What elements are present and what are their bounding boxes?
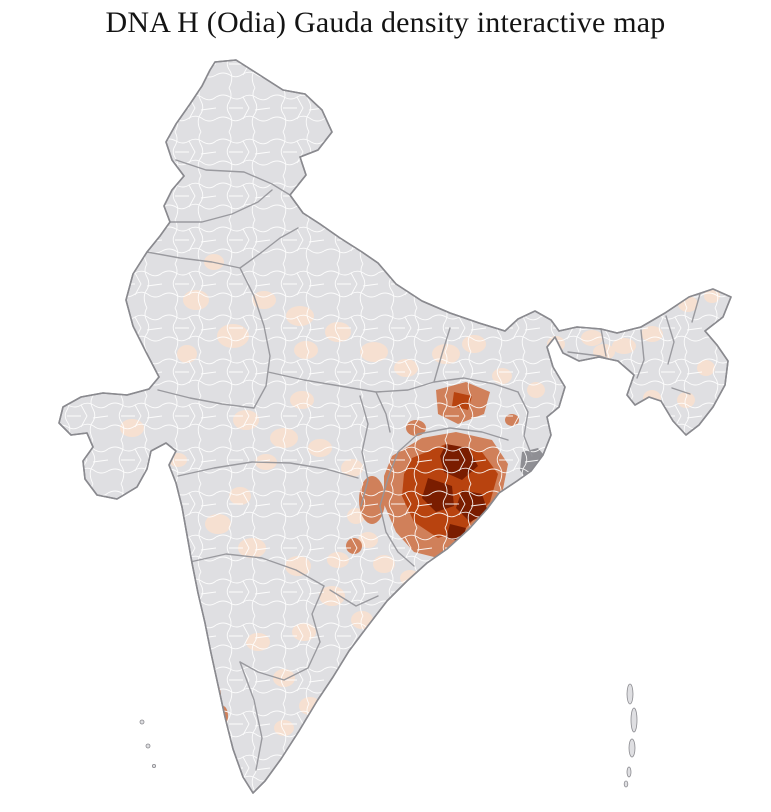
state-border-line [433,377,519,393]
state-border-line [379,433,419,567]
state-border-line [239,661,309,681]
district-borders-mesh [59,60,731,793]
state-border-line [267,371,435,393]
nicobar-island[interactable] [623,780,629,788]
state-border-line [375,391,391,433]
india-outline [58,59,732,794]
state-border-line [671,387,691,395]
state-border-line [175,159,291,196]
state-border-line [307,585,325,669]
state-border-line [239,661,263,771]
district-cluster-medium[interactable] [191,621,201,643]
andaman-island[interactable] [628,738,636,758]
lakshadweep-island[interactable] [151,764,156,769]
state-border-line [157,389,255,409]
lakshadweep-island[interactable] [145,743,151,749]
state-border-line [417,427,509,441]
island-groups [139,683,638,788]
state-border-line [433,327,451,383]
state-border-line [189,553,325,587]
state-border-line [517,391,533,457]
state-border-line [359,395,369,507]
state-border-line [177,461,359,479]
page-title: DNA H (Odia) Gauda density interactive m… [105,6,666,39]
nicobar-island[interactable] [626,766,632,778]
state-border-line [600,328,607,357]
lakshadweep-island[interactable] [139,719,145,725]
state-border-line [169,189,273,223]
andaman-island[interactable] [626,683,634,705]
andaman-island[interactable] [630,707,638,733]
state-border-line [636,329,645,379]
state-border-line [239,267,271,409]
state-border-line [329,589,379,607]
state-border-line [665,315,675,365]
state-border-line [691,293,701,323]
state-border-line [146,251,241,269]
state-border-line [239,227,299,269]
